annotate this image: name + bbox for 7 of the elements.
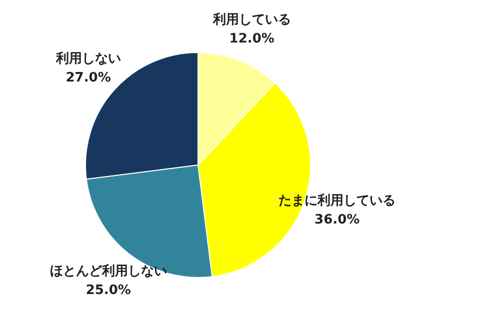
slice-label: たまに利用している xyxy=(278,192,396,209)
data-label: 36.0% xyxy=(314,212,360,228)
slice-label: 利用している xyxy=(212,11,291,28)
slice-label: 利用しない xyxy=(54,50,121,67)
data-label: 25.0% xyxy=(86,282,131,298)
data-label: 27.0% xyxy=(66,70,111,86)
data-label: 12.0% xyxy=(229,31,274,46)
